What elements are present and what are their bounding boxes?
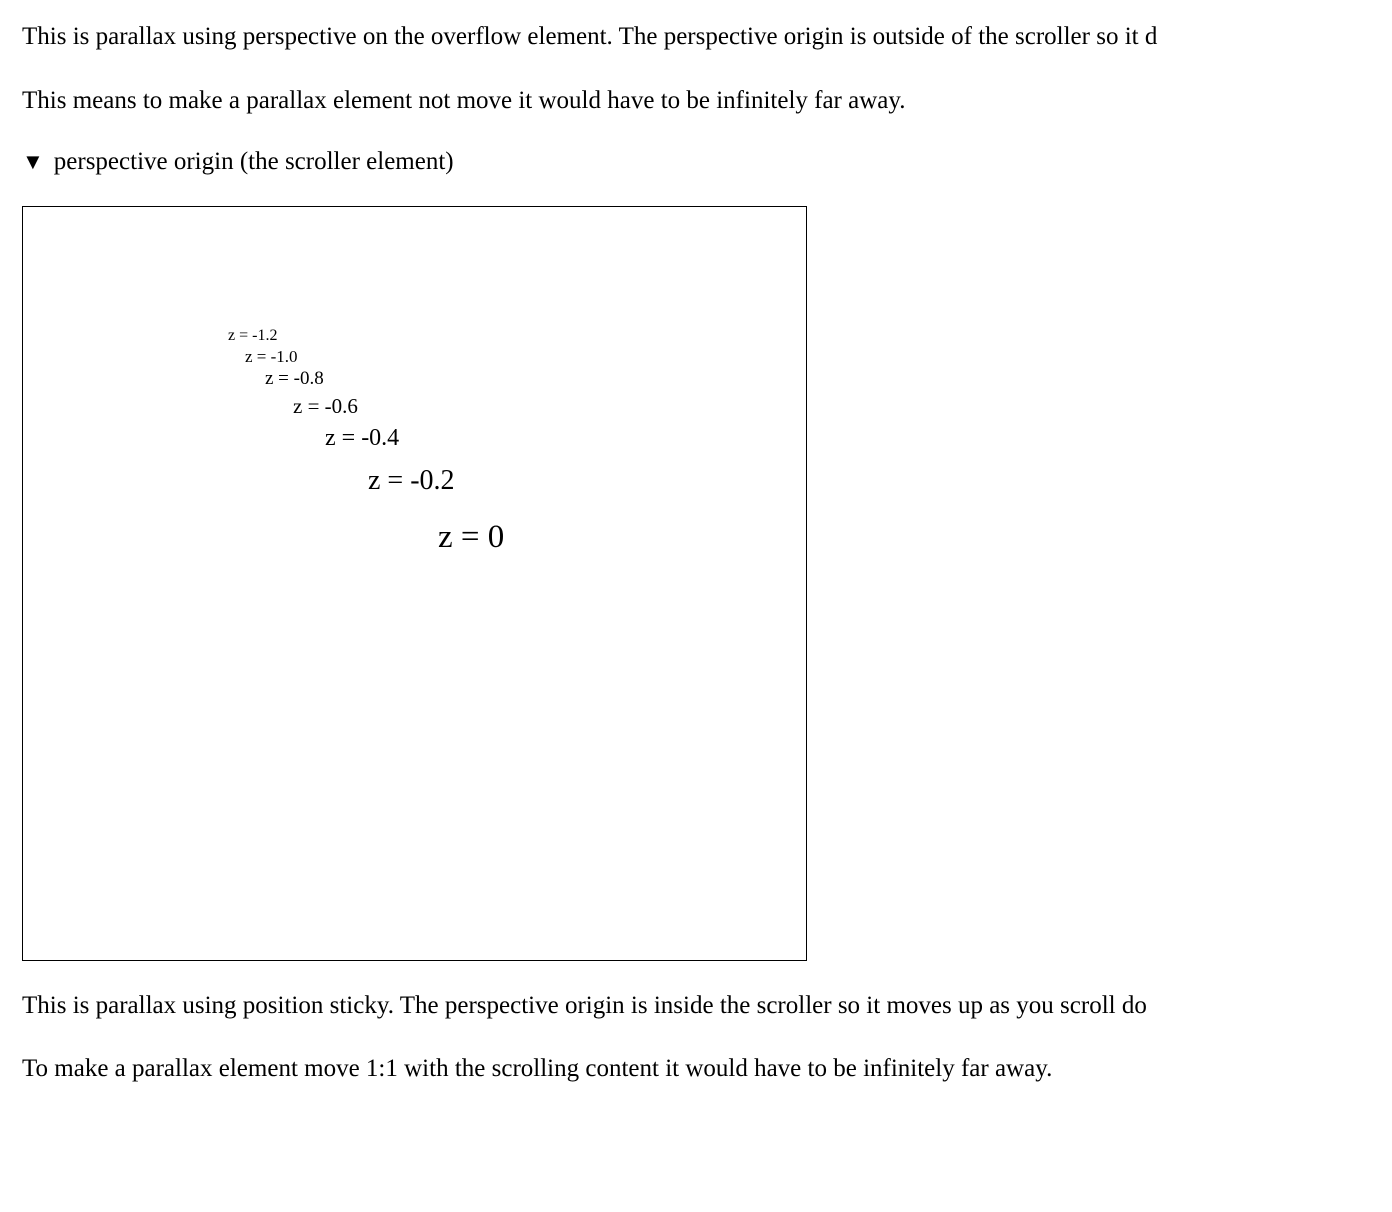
intro-paragraph-2: This means to make a parallax element no…: [22, 84, 1392, 118]
parallax-layer: z = -0.4: [325, 425, 399, 452]
parallax-layer: z = -1.0: [245, 347, 298, 367]
down-triangle-icon: ▼: [22, 151, 44, 173]
parallax-layer: z = -0.2: [368, 465, 455, 497]
page: This is parallax using perspective on th…: [0, 0, 1392, 1086]
perspective-origin-text: perspective origin (the scroller element…: [54, 148, 454, 176]
parallax-layer: z = -0.6: [293, 394, 358, 419]
parallax-layer: z = -0.8: [265, 368, 324, 390]
parallax-layer: z = 0: [438, 519, 504, 556]
intro-paragraph-3: This is parallax using position sticky. …: [22, 989, 1392, 1023]
parallax-layers: z = -1.2 z = -1.0z = -0.8 z = -0.6 z = -0.4…: [23, 207, 806, 960]
perspective-origin-label: ▼ perspective origin (the scroller eleme…: [22, 148, 1392, 176]
intro-paragraph-1: This is parallax using perspective on th…: [22, 20, 1392, 54]
parallax-layer: z = -1.2: [228, 327, 277, 345]
intro-paragraph-4: To make a parallax element move 1:1 with…: [22, 1052, 1392, 1086]
parallax-scroller-box[interactable]: z = -1.2 z = -1.0z = -0.8 z = -0.6 z = -0.4…: [22, 206, 807, 961]
